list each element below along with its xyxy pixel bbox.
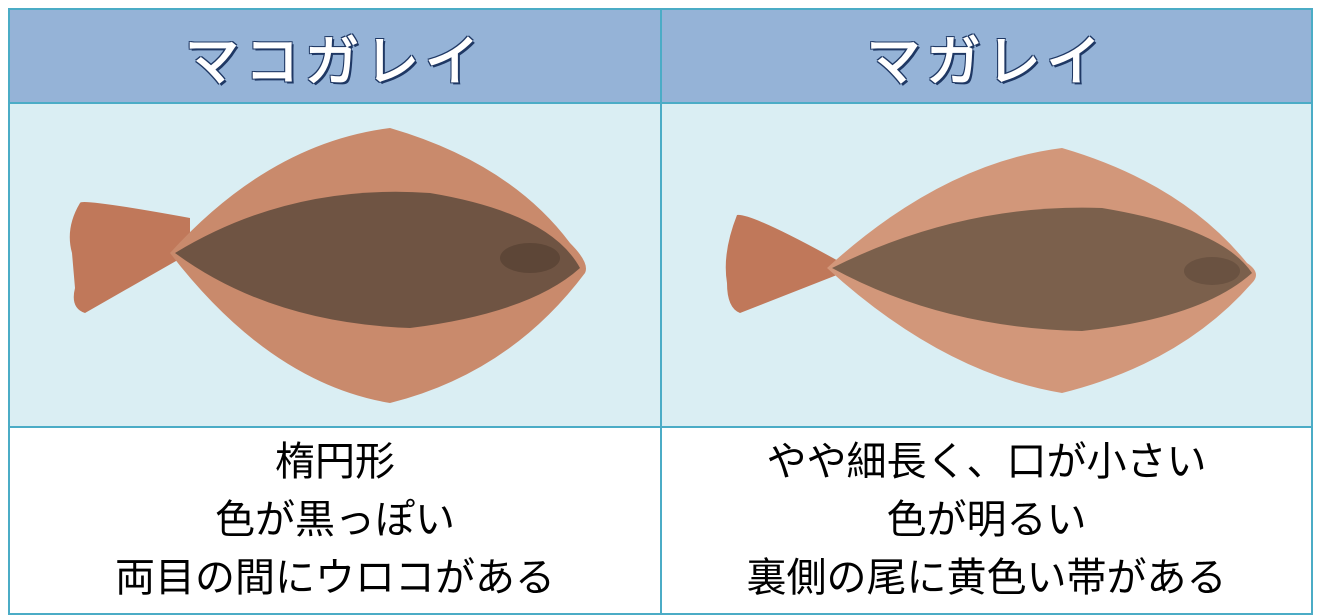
header-text: マコガレイ: [185, 29, 485, 93]
tail: [69, 202, 190, 313]
header-text: マガレイ: [866, 29, 1107, 93]
description-line: 色が明るい: [886, 497, 1087, 543]
description-line: やや細長く、口が小さい: [766, 439, 1207, 485]
description-line: 裏側の尾に黄色い帯がある: [746, 555, 1227, 601]
image-cell: [10, 103, 660, 427]
row-divider: [10, 102, 1311, 104]
description-line: 色が黒っぽい: [215, 497, 455, 543]
body: [175, 191, 580, 328]
head: [1184, 257, 1240, 285]
head: [500, 243, 560, 273]
image-cell: [662, 103, 1311, 427]
description-line: 楕円形: [275, 439, 395, 485]
description-cell: やや細長く、口が小さい 色が明るい 裏側の尾に黄色い帯がある: [662, 427, 1311, 613]
comparison-table: マコガレイ マガレイ 楕円形 色が黒っぽい 両目の間にウロコがある やや細長く、…: [8, 8, 1313, 615]
header-cell: マコガレイ: [10, 10, 660, 103]
fish-illustration: [725, 148, 1256, 393]
header-cell: マガレイ: [662, 10, 1311, 103]
row-divider: [10, 426, 1311, 428]
description-line: 両目の間にウロコがある: [115, 555, 555, 601]
column-divider: [660, 10, 662, 613]
body: [832, 207, 1252, 331]
tail: [725, 214, 842, 313]
fish-illustration: [69, 128, 586, 403]
description-cell: 楕円形 色が黒っぽい 両目の間にウロコがある: [10, 427, 660, 613]
